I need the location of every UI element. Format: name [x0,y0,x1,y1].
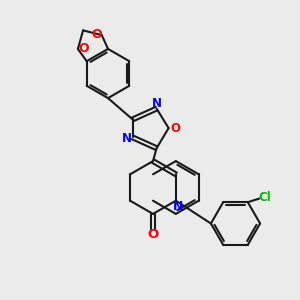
Text: N: N [122,132,132,146]
Text: N: N [152,97,162,110]
Text: O: O [170,122,180,135]
Text: N: N [173,200,184,213]
Text: O: O [147,228,159,242]
Text: O: O [78,42,88,55]
Text: Cl: Cl [259,190,272,204]
Text: O: O [91,28,102,41]
